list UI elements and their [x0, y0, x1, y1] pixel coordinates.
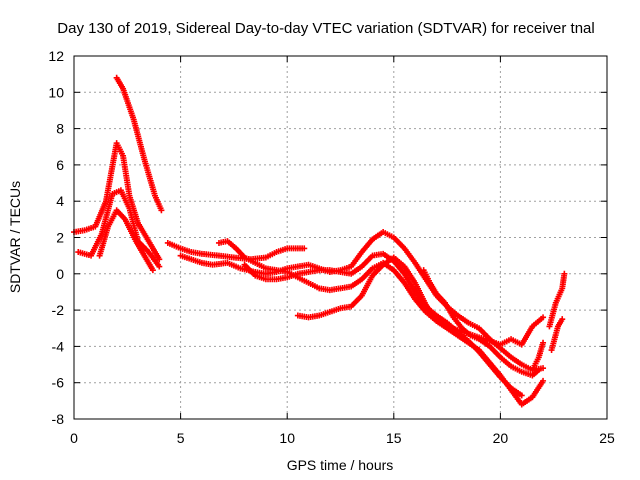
y-tick-label: 12 — [48, 48, 64, 64]
series-track-13 — [546, 270, 568, 330]
y-tick-label: 6 — [56, 157, 64, 173]
y-tick-label: 2 — [56, 230, 64, 246]
x-tick-label: 15 — [386, 430, 402, 446]
x-tick-label: 0 — [70, 430, 78, 446]
y-tick-label: 10 — [48, 84, 64, 100]
y-tick-label: -6 — [52, 375, 65, 391]
x-axis-label: GPS time / hours — [287, 457, 394, 473]
series-track-8 — [241, 250, 525, 399]
data-point-mark — [540, 365, 547, 372]
series-track-6 — [177, 229, 547, 373]
data-point-mark — [518, 392, 525, 399]
y-tick-label: 4 — [56, 193, 64, 209]
tick-layer: 0 5 10 15 20 25 -8 -6 -4 -2 0 2 4 6 8 10 12 — [48, 48, 615, 446]
y-tick-label: 0 — [56, 266, 64, 282]
series-track-2 — [75, 187, 163, 270]
series-track-11 — [529, 339, 547, 373]
data-point-mark — [158, 207, 165, 214]
data-point-mark — [535, 366, 542, 373]
x-tick-label: 10 — [279, 430, 295, 446]
data-point-mark — [540, 314, 547, 321]
data-point-mark — [559, 316, 566, 323]
y-tick-label: 8 — [56, 121, 64, 137]
data-point-mark — [561, 270, 568, 277]
y-tick-label: -8 — [52, 411, 65, 427]
series-track-12 — [548, 316, 566, 354]
series-track-4 — [113, 74, 165, 214]
series-track-3 — [96, 207, 156, 274]
data-point-mark — [301, 245, 308, 252]
x-tick-label: 5 — [177, 430, 185, 446]
series-track-10 — [420, 267, 542, 379]
data-point-mark — [156, 263, 163, 270]
chart-title: Day 130 of 2019, Sidereal Day-to-day VTE… — [57, 20, 594, 37]
data-point-mark — [540, 339, 547, 346]
y-tick-label: -4 — [52, 338, 65, 354]
grid-layer — [74, 56, 607, 419]
data-point-mark — [540, 377, 547, 384]
data-point-mark — [149, 267, 156, 274]
y-axis-label: SDTVAR / TECUs — [7, 181, 23, 293]
data-marks-layer — [71, 74, 568, 408]
x-tick-label: 20 — [493, 430, 509, 446]
data-point-mark — [156, 256, 163, 263]
x-tick-label: 25 — [599, 430, 615, 446]
y-tick-label: -2 — [52, 302, 65, 318]
